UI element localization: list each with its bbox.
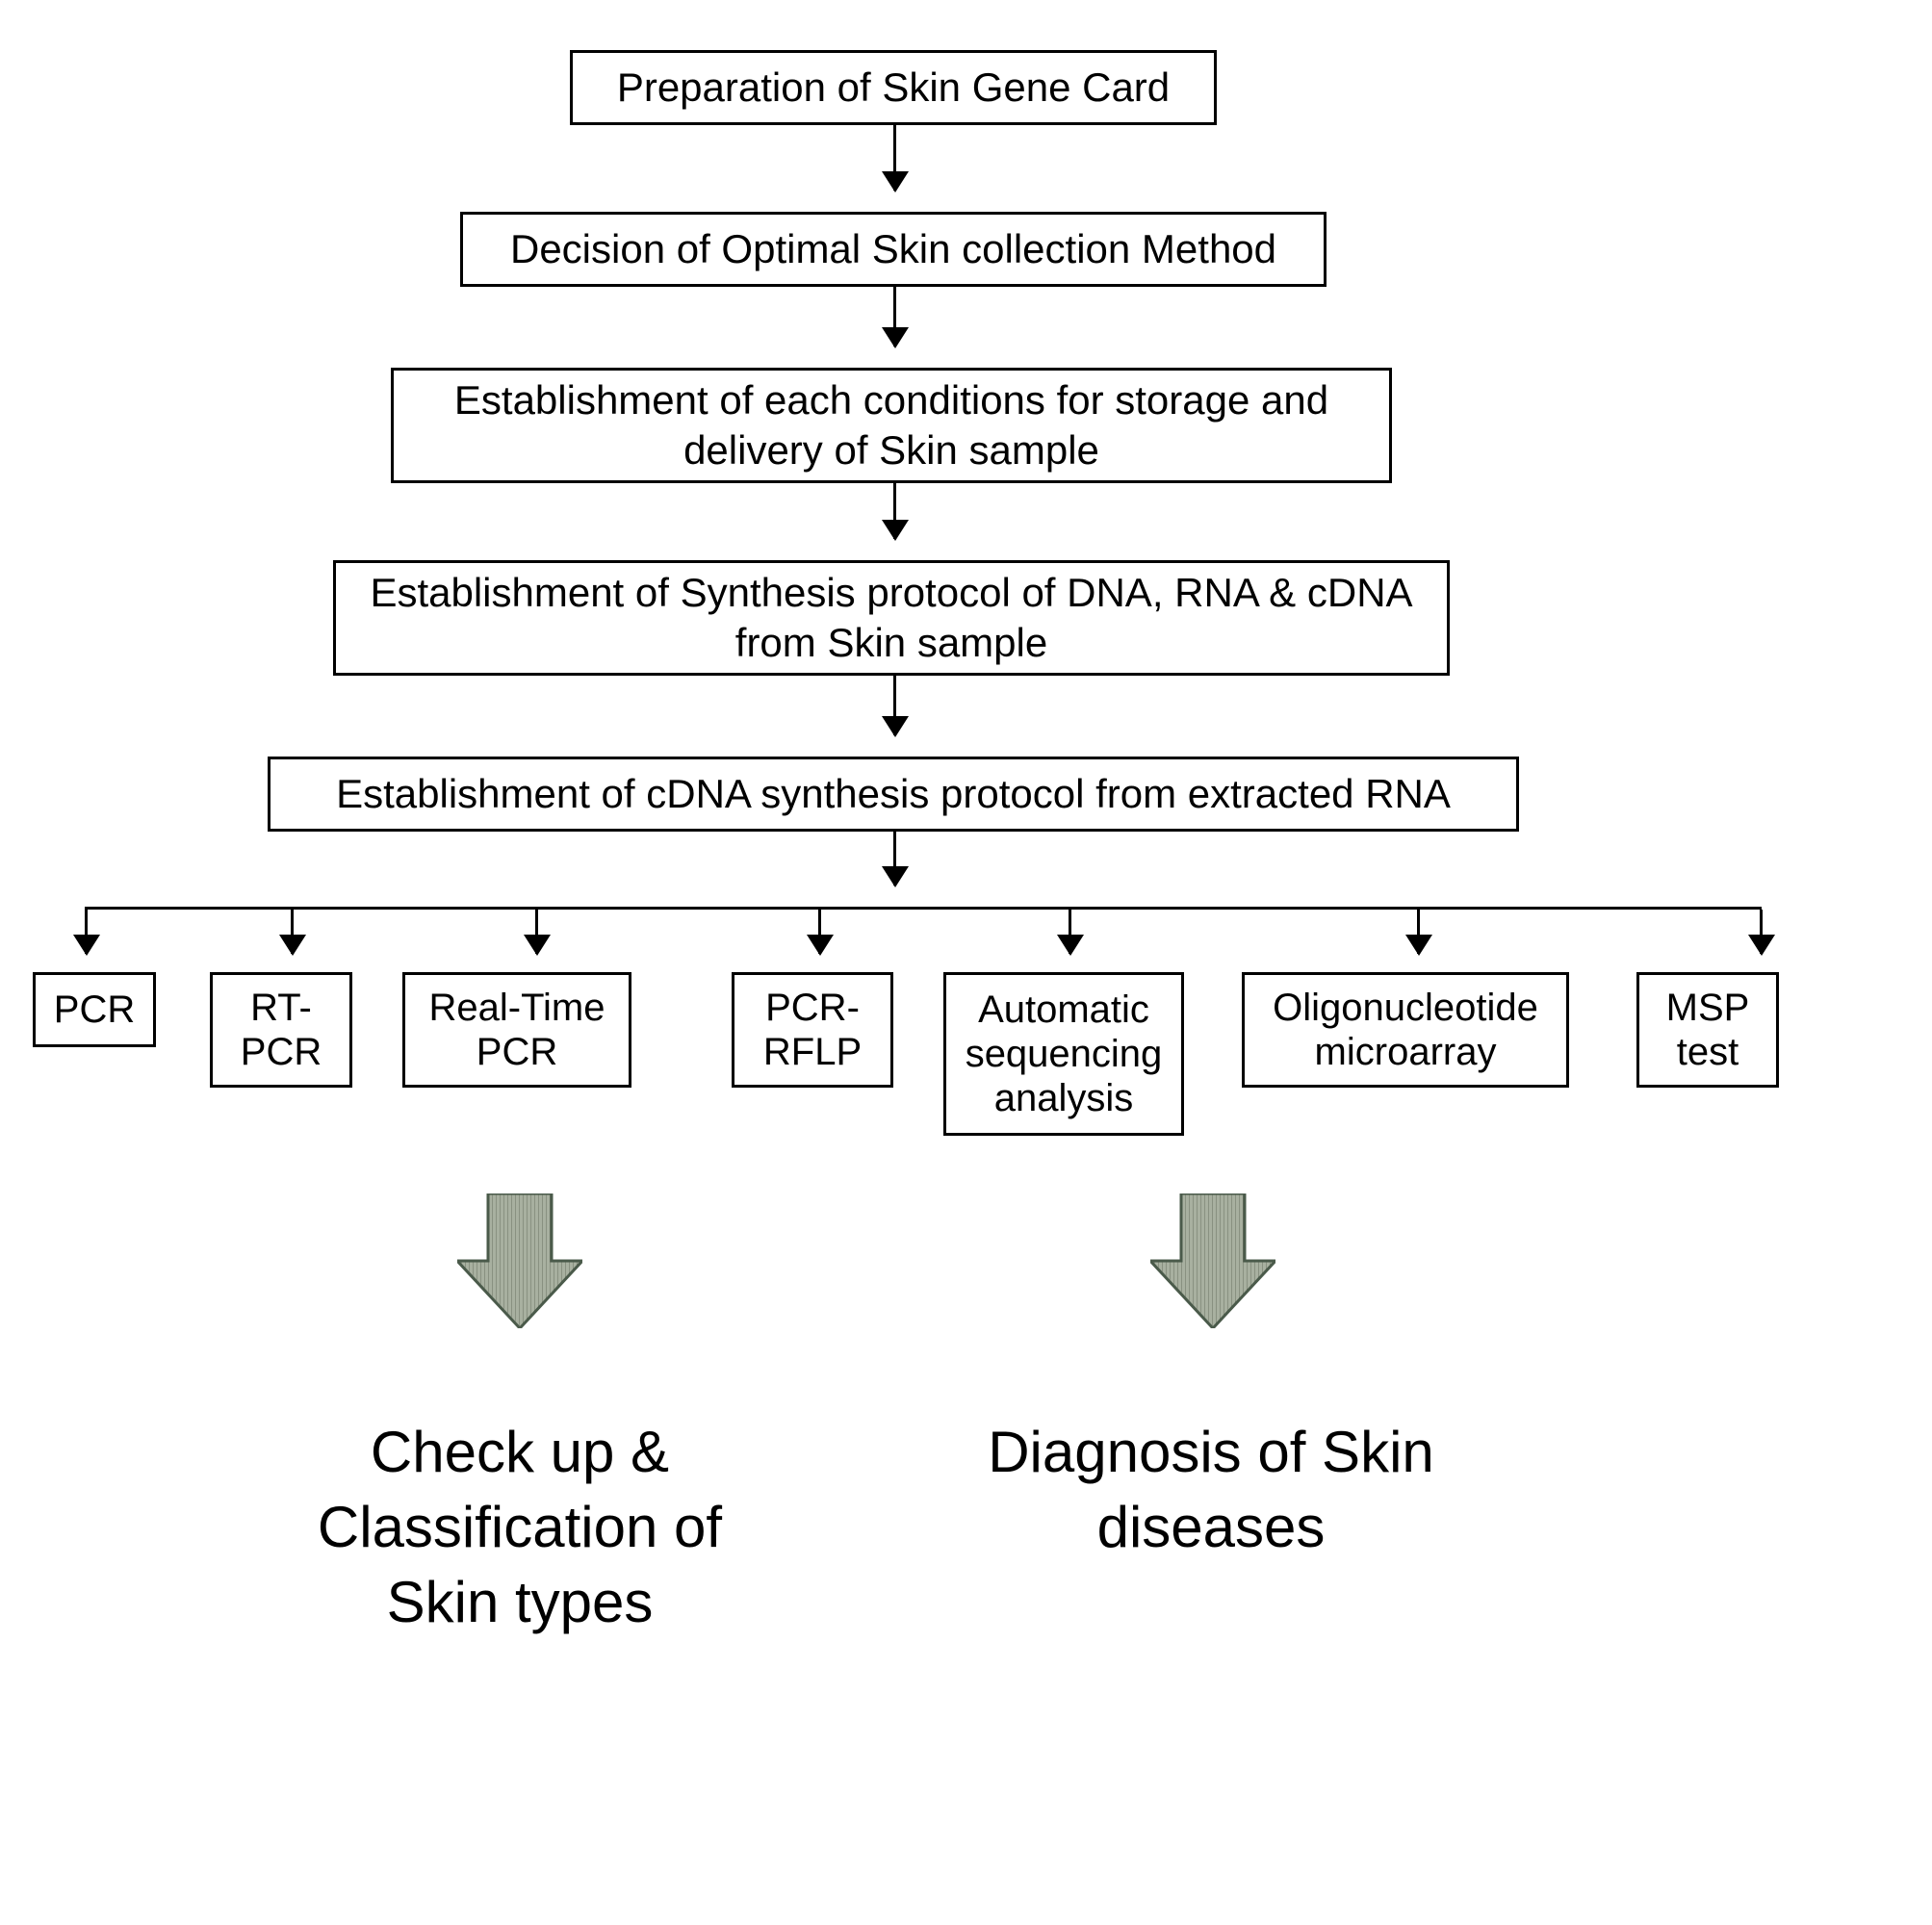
big-arrow-right	[1150, 1194, 1275, 1328]
arrow-4-5	[893, 676, 896, 735]
m7-label: MSP test	[1649, 986, 1766, 1074]
r2-label: Diagnosis of Skin diseases	[988, 1420, 1434, 1559]
box-storage: Establishment of each conditions for sto…	[391, 368, 1392, 483]
branch-arrow-7	[1760, 910, 1763, 954]
branch-arrow-4	[818, 910, 821, 954]
result-diagnosis: Diagnosis of Skin diseases	[980, 1415, 1442, 1565]
branch-hline	[85, 907, 1762, 910]
m3-label: Real-Time PCR	[415, 986, 619, 1074]
method-rflp: PCR-RFLP	[732, 972, 893, 1088]
box5-label: Establishment of cDNA synthesis protocol…	[336, 769, 1451, 820]
method-microarray: Oligonucleotide microarray	[1242, 972, 1569, 1088]
arrow-3-4	[893, 483, 896, 539]
arrow-5-branch	[893, 832, 896, 886]
method-sequencing: Automatic sequencing analysis	[943, 972, 1184, 1136]
branch-arrow-2	[291, 910, 294, 954]
branch-arrow-6	[1417, 910, 1420, 954]
branch-arrow-5	[1069, 910, 1071, 954]
arrow-1-2	[893, 125, 896, 191]
m4-label: PCR-RFLP	[744, 986, 881, 1074]
box-cdna: Establishment of cDNA synthesis protocol…	[268, 757, 1519, 832]
box1-label: Preparation of Skin Gene Card	[617, 63, 1170, 114]
method-pcr: PCR	[33, 972, 156, 1047]
m2-label: RT-PCR	[222, 986, 340, 1074]
box2-label: Decision of Optimal Skin collection Meth…	[510, 224, 1276, 275]
big-arrow-left	[457, 1194, 582, 1328]
m5-label: Automatic sequencing analysis	[956, 988, 1172, 1120]
r1-label: Check up & Classification of Skin types	[318, 1420, 722, 1634]
m1-label: PCR	[54, 988, 135, 1032]
box-decision: Decision of Optimal Skin collection Meth…	[460, 212, 1327, 287]
box4-label: Establishment of Synthesis protocol of D…	[353, 568, 1430, 669]
branch-arrow-1	[85, 910, 88, 954]
m6-label: Oligonucleotide microarray	[1254, 986, 1557, 1074]
method-msp: MSP test	[1636, 972, 1779, 1088]
box-synthesis: Establishment of Synthesis protocol of D…	[333, 560, 1450, 676]
box-preparation: Preparation of Skin Gene Card	[570, 50, 1217, 125]
box3-label: Establishment of each conditions for sto…	[411, 375, 1372, 476]
method-realtime: Real-Time PCR	[402, 972, 631, 1088]
branch-arrow-3	[535, 910, 538, 954]
arrow-2-3	[893, 287, 896, 346]
result-checkup: Check up & Classification of Skin types	[289, 1415, 751, 1640]
method-rtpcr: RT-PCR	[210, 972, 352, 1088]
